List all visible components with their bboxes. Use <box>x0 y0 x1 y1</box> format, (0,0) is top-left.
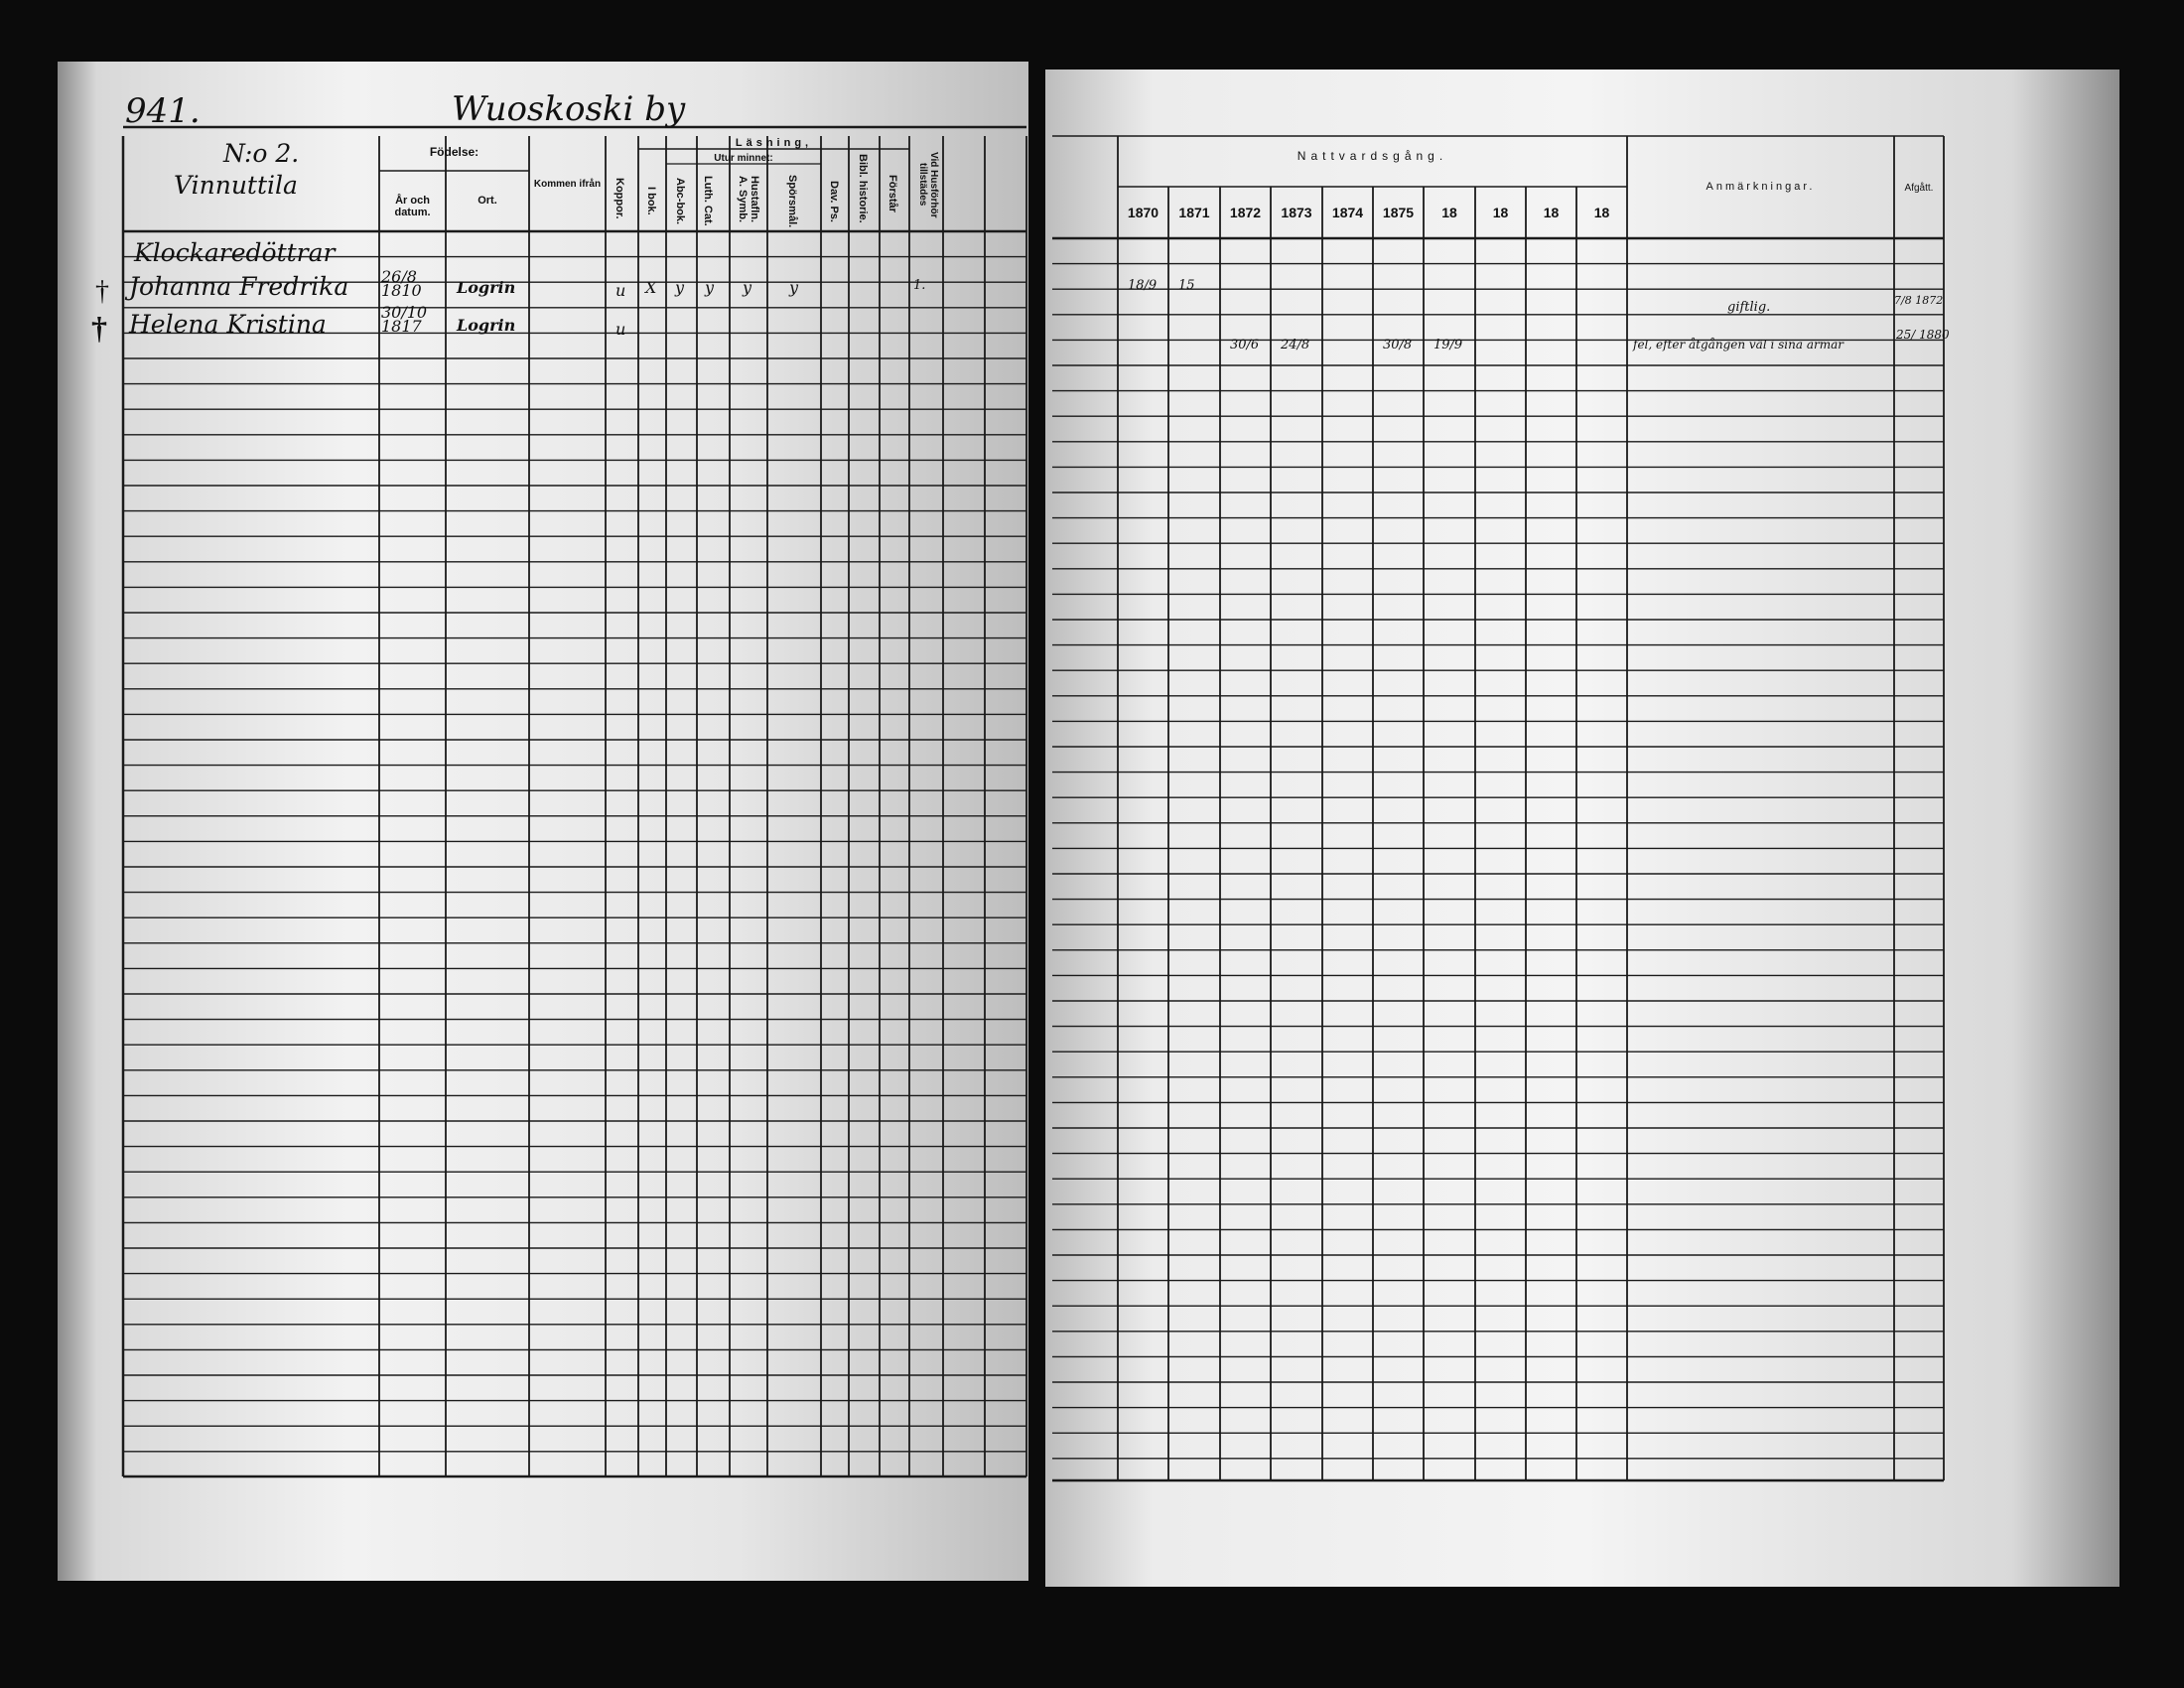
reading-mark: y <box>705 278 715 297</box>
communion-date: 30/8 <box>1383 338 1413 352</box>
communion-date: 30/6 <box>1230 338 1260 352</box>
year-header: 18 <box>1441 205 1457 220</box>
birth-place: Logrin <box>457 278 516 297</box>
smallpox-mark: u <box>615 320 626 339</box>
in-book-header: I bok. <box>645 187 657 215</box>
year-header: 1874 <box>1331 205 1364 220</box>
smallpox-mark: u <box>615 281 626 300</box>
household-number: N:o 2. <box>223 139 300 168</box>
birth-date-header: År och datum. <box>394 195 431 218</box>
reading-mark: y <box>789 278 799 297</box>
communion-date: 18/9 <box>1128 278 1158 293</box>
questions-header: Spörsmål. <box>786 174 798 228</box>
group-label: Klockaredöttrar <box>134 238 336 267</box>
year-header: 18 <box>1543 205 1560 220</box>
person-name: Helena Kristina <box>129 310 327 339</box>
page-number: 941. <box>125 91 201 131</box>
death-cross-icon: † <box>91 310 107 346</box>
by-heart-header: Utur minnet: <box>714 153 773 164</box>
came-from-header: Kommen ifrån <box>533 179 602 190</box>
abc-book-header: Abc-bok. <box>674 177 686 225</box>
communion-header: Nattvardsgång. <box>1297 149 1448 163</box>
reading-mark: y <box>743 278 752 297</box>
remark: fel, efter åtgången väl i sina armar <box>1633 338 1843 352</box>
communion-date: 15 <box>1178 278 1195 293</box>
smallpox-header: Koppor. <box>614 178 625 219</box>
year-header: 1875 <box>1382 205 1415 220</box>
death-cross-icon: † <box>95 276 109 307</box>
examination-header: Vid Husförhör tillstädes <box>917 151 939 218</box>
bible-history-header: Bibl. historie. <box>857 154 869 223</box>
household-name: Vinnuttila <box>174 171 298 200</box>
birth-place-header: Ort. <box>478 195 497 207</box>
remark: giftlig. <box>1727 300 1771 315</box>
year-header: 1870 <box>1127 205 1160 220</box>
examination-mark: 1. <box>913 278 926 293</box>
birth-header: Födelse: <box>429 145 479 159</box>
right-page <box>1045 70 2119 1587</box>
luth-cat-header: Luth. Cat. <box>702 176 714 226</box>
birth-place: Logrin <box>457 316 516 335</box>
birth-date: 30/10 1817 <box>381 303 428 336</box>
understands-header: Förstår <box>887 175 898 212</box>
village-name: Wuoskoski by <box>452 89 686 129</box>
communion-date: 19/9 <box>1433 338 1463 352</box>
hustafl-header: Hustafln. A. Symb. <box>737 176 760 223</box>
year-header: 1872 <box>1229 205 1262 220</box>
departed-date: 25/ 1880 <box>1896 328 1950 342</box>
remarks-header: Anmärkningar. <box>1706 181 1816 193</box>
year-header: 1871 <box>1178 205 1210 220</box>
dav-ps-header: Dav. Ps. <box>828 180 840 222</box>
reading-mark: X <box>645 278 657 297</box>
person-name: Johanna Fredrika <box>129 272 349 301</box>
birth-date: 26/8 1810 <box>381 267 422 300</box>
year-header: 18 <box>1492 205 1509 220</box>
year-header: 1873 <box>1281 205 1312 220</box>
communion-date: 24/8 <box>1281 338 1310 352</box>
year-header: 18 <box>1593 205 1610 220</box>
departed-date: 7/8 1872 <box>1894 294 1944 307</box>
left-page <box>58 62 1028 1581</box>
reading-mark: y <box>675 278 685 297</box>
reading-header: Läsning, <box>735 137 813 149</box>
departed-header: Afgått. <box>1904 183 1934 194</box>
